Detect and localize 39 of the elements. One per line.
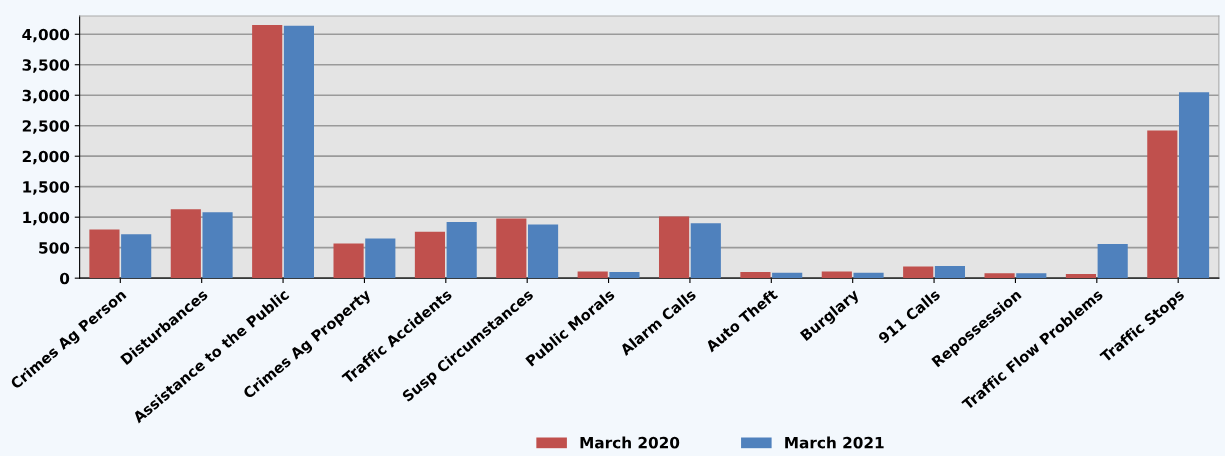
bar <box>283 25 315 279</box>
y-tick-label: 2,500 <box>22 120 70 134</box>
bar <box>89 229 120 279</box>
bar <box>658 216 690 279</box>
bar <box>1147 130 1178 279</box>
bar <box>903 266 934 279</box>
y-tick-label: 1,500 <box>23 181 70 195</box>
bar <box>984 273 1015 279</box>
bar <box>740 272 771 279</box>
bar <box>1065 273 1097 279</box>
bar <box>252 25 283 279</box>
bar <box>772 272 803 279</box>
y-tick-label: 0 <box>60 272 70 285</box>
bar <box>414 231 446 279</box>
y-tick-label: 3,000 <box>22 89 70 104</box>
bar <box>1097 244 1128 279</box>
bar <box>821 271 852 279</box>
y-tick-label: 500 <box>39 242 70 254</box>
y-tick-label: 2,000 <box>22 150 70 165</box>
bar <box>609 272 640 279</box>
bar <box>577 271 608 279</box>
legend-label: March 2021 <box>785 436 884 449</box>
bar <box>446 222 477 279</box>
bar <box>365 238 396 279</box>
bar <box>1178 92 1210 279</box>
bar <box>853 272 884 279</box>
y-tick-label: 1,000 <box>23 211 70 226</box>
bar <box>1016 273 1047 279</box>
legend-label: March 2020 <box>580 436 680 449</box>
bar <box>333 243 364 279</box>
y-tick-label: 4,000 <box>22 28 70 43</box>
bar <box>170 209 201 279</box>
bar <box>527 224 559 279</box>
bar <box>496 218 527 279</box>
bar <box>202 212 233 279</box>
bar <box>934 265 966 279</box>
bar <box>121 234 152 279</box>
bar <box>690 223 721 279</box>
y-tick-label: 3,500 <box>22 59 70 73</box>
